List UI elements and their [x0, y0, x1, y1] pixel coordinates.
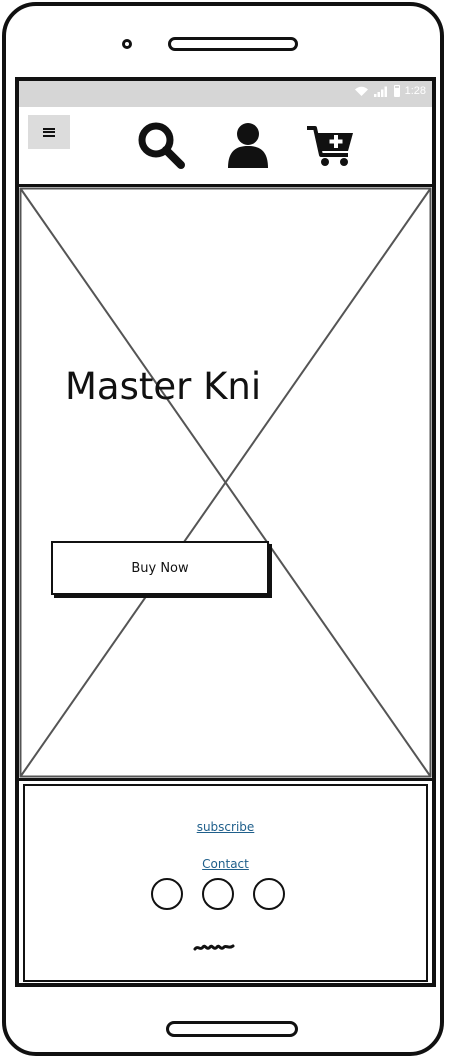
social-icons-row [151, 878, 285, 912]
hamburger-menu-icon [43, 127, 55, 137]
cart-button[interactable] [306, 123, 358, 169]
social-icon[interactable] [202, 878, 234, 910]
speaker-grille [168, 37, 298, 51]
battery-icon [393, 85, 400, 97]
cart-add-icon [307, 126, 353, 166]
social-icon[interactable] [151, 878, 183, 910]
user-icon [228, 123, 268, 168]
hero-title: Master Kni [65, 365, 262, 408]
app-header [19, 107, 432, 187]
menu-button[interactable] [28, 115, 70, 149]
status-icons: 1:28 [354, 85, 426, 97]
hero-banner: Master Kni Buy Now [19, 187, 432, 781]
phone-screen: 1:28 [15, 77, 436, 987]
account-button[interactable] [226, 121, 270, 169]
camera-icon [122, 39, 132, 49]
subscribe-link[interactable]: subscribe [196, 820, 255, 834]
image-placeholder [19, 187, 432, 778]
social-icon[interactable] [253, 878, 285, 910]
search-button[interactable] [136, 120, 188, 172]
signal-icon [373, 86, 387, 97]
status-bar: 1:28 [19, 81, 432, 107]
status-time: 1:28 [404, 85, 426, 97]
buy-now-button[interactable]: Buy Now [51, 541, 269, 595]
search-icon [138, 122, 185, 169]
contact-link[interactable]: Contact [202, 857, 249, 871]
home-button[interactable] [166, 1021, 298, 1037]
wifi-icon [354, 86, 368, 96]
scribble-signature-icon [193, 944, 235, 951]
footer: subscribe Contact [23, 784, 428, 982]
